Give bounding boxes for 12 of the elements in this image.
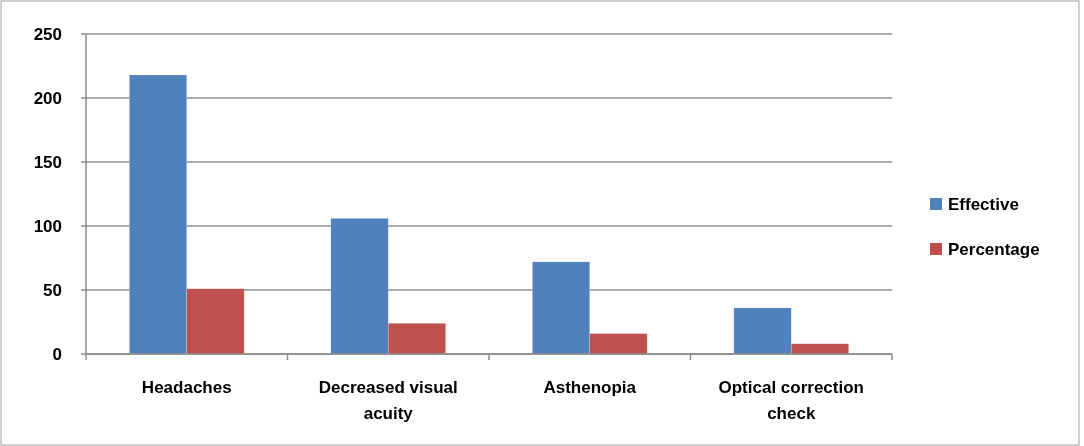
x-tick-label: Asthenopia [543,378,637,397]
y-tick-label: 250 [33,24,62,44]
y-tick-label: 50 [43,280,62,300]
legend-label: Percentage [948,239,1040,259]
x-tick-label: Decreased visual acuity [318,378,458,423]
y-tick-label: 200 [33,88,62,108]
legend-label: Effective [948,194,1019,214]
x-tick-label: Headaches [141,378,232,397]
y-tick-label: 0 [52,344,62,364]
y-tick-label: 100 [33,216,62,236]
y-tick-label: 150 [33,152,62,172]
x-tick-label: Optical correction check [718,378,864,423]
